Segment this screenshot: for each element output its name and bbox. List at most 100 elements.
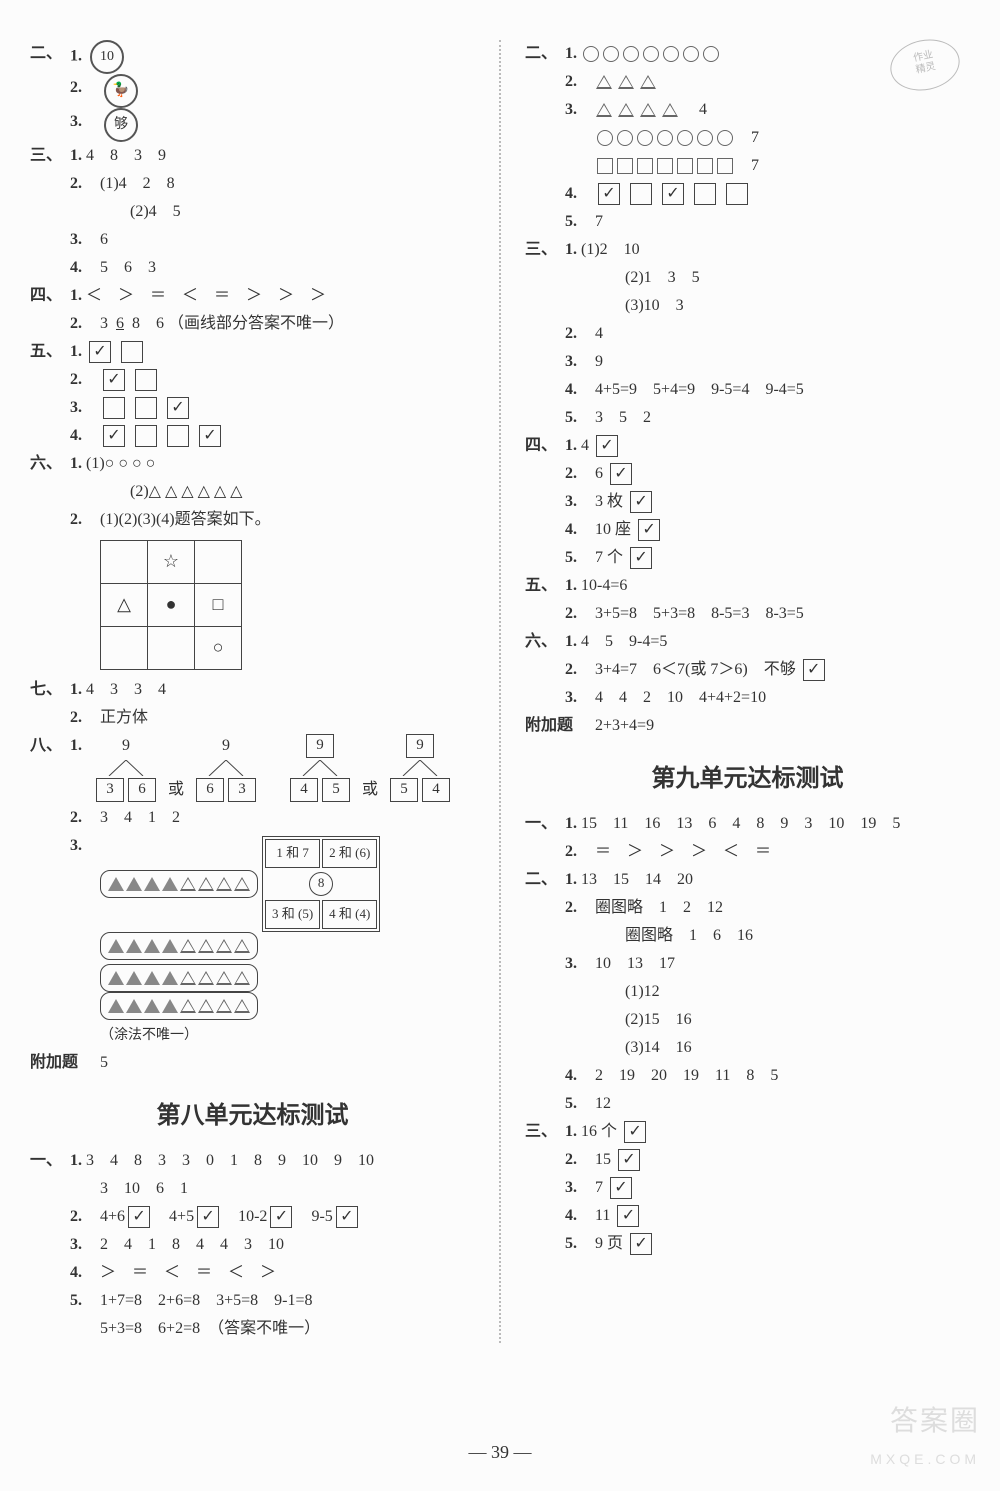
item-number: 5. (70, 1287, 82, 1315)
number-box: 9 (406, 734, 434, 758)
item-number: 2. (565, 838, 577, 866)
list-item: (3)10 3 (525, 292, 970, 320)
r-section-5: 五、 1. 10-4=6 (525, 572, 970, 600)
checkmark-box-icon (610, 463, 632, 485)
section-label: 二、 (30, 40, 70, 68)
item-number: 1. (565, 577, 577, 594)
list-item: 3. 1 和 72 和 (6) 8 3 和 (5)4 和 (4) (30, 832, 475, 1024)
number: 9 (122, 737, 130, 754)
triangle-block-left-bot (100, 964, 258, 992)
item-number: 3. (565, 684, 577, 712)
item-number: 4. (565, 1062, 577, 1090)
checkmark-box-icon (596, 435, 618, 457)
item-number: 3. (565, 348, 577, 376)
item-number: 1. (70, 48, 82, 65)
item-number: 2. (70, 1203, 82, 1231)
page-number: — 39 — (0, 1442, 1000, 1463)
item-number: 2. (70, 310, 82, 338)
circle-shape-icon (637, 130, 653, 146)
list-item: 2. (525, 68, 970, 96)
list-item: 四、1. 4 (525, 432, 970, 460)
item-number: 4. (565, 1202, 577, 1230)
section-3: 三、 1. 4 8 3 9 (30, 142, 475, 170)
circle-shape-icon (583, 46, 599, 62)
number-box: 6 (196, 778, 224, 802)
r-section-6: 六、 1. 4 5 9-4=5 (525, 628, 970, 656)
list-item: 2.3+4=7 6＜7(或 7＞6) 不够 (525, 656, 970, 684)
answer-text: 3 10 6 1 (100, 1180, 188, 1197)
answer-text: (1)2 10 (581, 241, 640, 258)
number-bond: 9 4 5 (290, 732, 350, 804)
list-item: 5.1+7=8 2+6=8 3+5=8 9-1=8 (30, 1287, 475, 1315)
list-item: (1)12 (525, 978, 970, 1006)
answer-text: 12 (595, 1095, 611, 1112)
list-item: 3.2 4 1 8 4 4 3 10 (30, 1231, 475, 1259)
answer-text: 6 (595, 465, 603, 482)
circle-shape-icon (703, 46, 719, 62)
circle-shape-icon (683, 46, 699, 62)
item-number: 5. (565, 404, 577, 432)
answer-text: 9 页 (595, 1235, 623, 1252)
number-box: 3 (96, 778, 124, 802)
answer-text: 圈图略 1 2 12 (595, 899, 723, 916)
answer-text: 2 4 1 8 4 4 3 10 (100, 1236, 284, 1253)
section-8: 八、 1. 9 3 6 或 9 6 3 9 4 5 或 9 5 4 (30, 732, 475, 804)
list-item: 3. 4 (525, 96, 970, 124)
number: 9 (222, 737, 230, 754)
empty-box-icon (103, 397, 125, 419)
item-number: 1. (565, 871, 577, 888)
section-label: 一、 (30, 1147, 70, 1175)
list-item: 2. ＝ ＞ ＞ ＞ ＜ ＝ (525, 838, 970, 866)
empty-box-icon (630, 183, 652, 205)
shape-row (595, 157, 735, 174)
item-number: 4. (70, 1259, 82, 1287)
item-number: 1. (70, 1152, 82, 1169)
answer-text: (3)14 16 (625, 1039, 692, 1056)
column-divider (499, 40, 501, 1343)
list-item: 2.6 (525, 460, 970, 488)
list-item: 4. (525, 180, 970, 208)
item-number: 1. (565, 633, 577, 650)
shape-row (595, 101, 683, 118)
checkmark-box-icon (197, 1206, 219, 1228)
expression: 4+5 (169, 1208, 194, 1225)
answer-text: (1)12 (625, 983, 660, 1000)
answer-text: 16 个 (581, 1123, 617, 1140)
answer-text: 5+3=8 6+2=8 （答案不唯一） (100, 1320, 320, 1337)
answer-text: (1)(2)(3)(4)题答案如下。 (100, 511, 271, 528)
empty-box-icon (135, 425, 157, 447)
item-number: 5. (565, 1230, 577, 1258)
pair-cell: 2 和 (6) (322, 839, 377, 868)
grid-cell (101, 541, 148, 584)
item-number: 1. (565, 241, 577, 258)
item-number: 2. (70, 506, 82, 534)
square-shape-icon (597, 158, 613, 174)
answer-text: 4 (595, 325, 603, 342)
square-shape-icon (617, 158, 633, 174)
checkmark-box-icon (617, 1205, 639, 1227)
number-box: 4 (290, 778, 318, 802)
grid-cell: ○ (195, 627, 242, 670)
list-item: 3.6 (30, 226, 475, 254)
item-number: 2. (70, 804, 82, 832)
answer-text: ＝ ＞ ＞ ＞ ＜ ＝ (595, 843, 771, 860)
answer-grid: ☆△●□○ (100, 540, 242, 670)
r-section-4: 四、1. 4 2.6 3.3 枚 4.10 座 5.7 个 (525, 432, 970, 572)
item-number: 3. (70, 394, 82, 422)
answer-text: 5 6 3 (100, 259, 156, 276)
item-number: 5. (565, 544, 577, 572)
list-item: (2)15 16 (525, 1006, 970, 1034)
item-number: 3. (70, 108, 82, 136)
list-item: 5.12 (525, 1090, 970, 1118)
item-number: 2. (565, 894, 577, 922)
triangle-shape-icon (640, 75, 656, 89)
item-number: 2. (70, 704, 82, 732)
pair-cell: 1 和 7 (265, 839, 320, 868)
list-item: 7 (525, 152, 970, 180)
item-number: 4. (565, 180, 577, 208)
r-section-2: 二、 1. (525, 40, 970, 68)
item-number: 3. (565, 488, 577, 516)
answer-text: 3 枚 (595, 493, 623, 510)
empty-box-icon (135, 369, 157, 391)
circle-shape-icon (677, 130, 693, 146)
